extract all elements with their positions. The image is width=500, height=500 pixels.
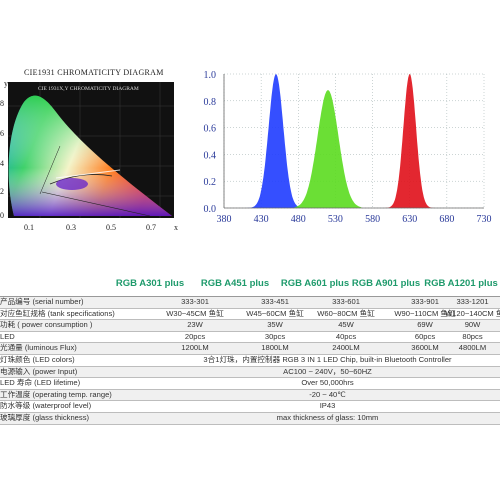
model-header: RGB A301 plus bbox=[115, 278, 185, 289]
y-tick-label: 0.8 bbox=[204, 97, 217, 108]
x-tick-label: 580 bbox=[365, 214, 380, 225]
table-row: LED 寿命 (LED lifetime) Over 50,000hrs bbox=[0, 378, 500, 390]
row-label: 防水等级 (waterproof level) bbox=[0, 401, 92, 411]
table-cell: W60~80CM 鱼缸 bbox=[317, 308, 375, 318]
cie-y-tick: 8 bbox=[0, 99, 4, 108]
x-tick-label: 480 bbox=[291, 214, 306, 225]
table-row: 功耗 ( power consumption ) 23W 35W 45W 69W 90W bbox=[0, 320, 500, 332]
table-cell: W30~45CM 鱼缸 bbox=[166, 308, 224, 318]
table-cell: 45W bbox=[338, 320, 354, 330]
merged-cell: -20 ~ 40℃ bbox=[309, 389, 346, 399]
table-cell: 35W bbox=[267, 320, 283, 330]
cie-y-tick: 2 bbox=[0, 187, 4, 196]
y-tick-label: 0.6 bbox=[204, 124, 217, 135]
spectrum-peak bbox=[294, 90, 362, 208]
table-cell: 69W bbox=[417, 320, 433, 330]
cie-x-tick: 0.1 bbox=[24, 223, 34, 232]
table-row: 玻璃厚度 (glass thickness) max thickness of g… bbox=[0, 412, 500, 425]
row-label: 灯珠颜色 (LED colors) bbox=[0, 354, 75, 364]
merged-cell: 3合1灯珠，内置控制器 RGB 3 IN 1 LED Chip, built-i… bbox=[203, 354, 452, 364]
table-row: 灯珠颜色 (LED colors) 3合1灯珠，内置控制器 RGB 3 IN 1 … bbox=[0, 355, 500, 367]
model-header: RGB A901 plus bbox=[351, 278, 421, 289]
model-header: RGB A601 plus bbox=[280, 278, 350, 289]
y-tick-label: 0.0 bbox=[204, 204, 217, 215]
cie-y-tick: 4 bbox=[0, 159, 4, 168]
table-row: 光通量 (luminous Flux) 1200LM 1800LM 2400LM 360… bbox=[0, 343, 500, 355]
table-cell: 30pcs bbox=[264, 331, 286, 341]
cie-y-tick: 0 bbox=[0, 211, 4, 220]
cie-title: CIE1931 CHROMATICITY DIAGRAM bbox=[24, 68, 164, 77]
model-header: RGB A451 plus bbox=[200, 278, 270, 289]
row-label: 产品编号 (serial number) bbox=[0, 297, 84, 306]
table-cell: W90~110CM 鱼缸 bbox=[394, 308, 456, 318]
cie-x-tick: 0.5 bbox=[106, 223, 116, 232]
spec-table: RGB A301 plus RGB A451 plus RGB A601 plu… bbox=[0, 276, 500, 425]
merged-cell: IP43 bbox=[319, 401, 336, 411]
cie-inner-title: CIE 1931X,Y CHROMATICITY DIAGRAM bbox=[38, 86, 139, 92]
y-tick-label: 0.4 bbox=[204, 150, 217, 161]
cie-diagram-graphic: CIE 1931X,Y CHROMATICITY DIAGRAM 8 6 4 2… bbox=[0, 79, 178, 232]
model-header: RGB A1201 plus bbox=[424, 278, 498, 289]
y-tick-label: 0.2 bbox=[204, 177, 217, 188]
cie-y-tick: 6 bbox=[0, 129, 4, 138]
table-cell: W120~140CM 鱼缸 bbox=[445, 308, 500, 318]
x-tick-label: 430 bbox=[254, 214, 269, 225]
table-row: LED 20pcs 30pcs 40pcs 60pcs 80pcs bbox=[0, 332, 500, 344]
table-row: 工作温度 (operating temp. range) -20 ~ 40℃ bbox=[0, 389, 500, 402]
table-cell: 1200LM bbox=[181, 343, 209, 353]
table-cell: 3600LM bbox=[411, 343, 439, 353]
row-label: 光通量 (luminous Flux) bbox=[0, 343, 77, 353]
merged-cell: AC100 ~ 240V，50~60HZ bbox=[283, 366, 372, 376]
table-row: 对应鱼缸规格 (tank specifications) W30~45CM 鱼缸 W… bbox=[0, 309, 500, 321]
table-header-row: RGB A301 plus RGB A451 plus RGB A601 plu… bbox=[0, 276, 500, 296]
table-cell: 333-1201 bbox=[456, 297, 489, 306]
table-cell: 23W bbox=[187, 320, 203, 330]
y-tick-label: 1.0 bbox=[204, 70, 217, 81]
row-label: 电源输入 (power Input) bbox=[0, 366, 78, 376]
table-cell: 333-451 bbox=[261, 297, 289, 306]
x-tick-label: 730 bbox=[477, 214, 492, 225]
x-tick-label: 680 bbox=[439, 214, 454, 225]
row-label: LED bbox=[0, 331, 15, 341]
cie-y-letter: y bbox=[4, 79, 8, 88]
row-label: 功耗 ( power consumption ) bbox=[0, 320, 93, 330]
table-cell: 40pcs bbox=[335, 331, 357, 341]
cie-x-tick: 0.3 bbox=[66, 223, 76, 232]
spectrum-chart-svg: 0.0 0.2 0.4 0.6 0.8 1.0 380 430 480 530 580 630 680 7… bbox=[204, 70, 492, 225]
table-cell: 333-601 bbox=[332, 297, 360, 306]
spectrum-chart: 0.0 0.2 0.4 0.6 0.8 1.0 380 430 480 530 580 630 680 7… bbox=[184, 66, 496, 234]
table-row: 防水等级 (waterproof level) IP43 bbox=[0, 401, 500, 413]
cie-chromaticity-diagram: CIE 1931X,Y CHROMATICITY DIAGRAM 8 6 4 2… bbox=[0, 66, 182, 234]
table-cell: 333-301 bbox=[181, 297, 209, 306]
table-cell: 80pcs bbox=[462, 331, 483, 341]
table-cell: 60pcs bbox=[414, 331, 436, 341]
x-tick-label: 530 bbox=[328, 214, 343, 225]
spectrum-peak bbox=[242, 74, 310, 208]
row-label: 工作温度 (operating temp. range) bbox=[0, 389, 112, 399]
merged-cell: max thickness of glass: 10mm bbox=[276, 412, 379, 422]
row-label: LED 寿命 (LED lifetime) bbox=[0, 378, 81, 388]
table-row: 产品编号 (serial number) 333-301 333-451 333-60… bbox=[0, 297, 500, 309]
table-cell: 333-901 bbox=[411, 297, 439, 306]
merged-cell: Over 50,000hrs bbox=[301, 378, 354, 388]
cie-x-tick: 0.7 bbox=[146, 223, 156, 232]
table-cell: 2400LM bbox=[332, 343, 360, 353]
table-cell: 20pcs bbox=[184, 331, 206, 341]
row-label: 对应鱼缸规格 (tank specifications) bbox=[0, 308, 115, 318]
table-cell: 4800LM bbox=[458, 343, 487, 353]
table-cell: 90W bbox=[464, 320, 481, 330]
cie-x-letter: x bbox=[174, 223, 178, 232]
table-cell: 1800LM bbox=[261, 343, 289, 353]
x-tick-label: 630 bbox=[402, 214, 417, 225]
table-row: 电源输入 (power Input) AC100 ~ 240V，50~60HZ bbox=[0, 366, 500, 379]
spectrum-peak bbox=[376, 74, 444, 208]
row-label: 玻璃厚度 (glass thickness) bbox=[0, 412, 90, 422]
table-cell: W45~60CM 鱼缸 bbox=[246, 308, 304, 318]
x-tick-label: 380 bbox=[217, 214, 232, 225]
